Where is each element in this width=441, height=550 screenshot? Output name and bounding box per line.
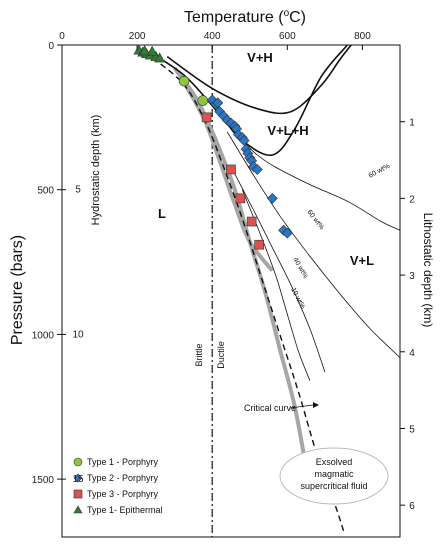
- region-vlh: V+L+H: [267, 123, 308, 138]
- legend: Type 1 - Porphyry Type 2 - Porphyry Type…: [73, 457, 163, 515]
- ductile-label: Ductile: [216, 341, 226, 369]
- vh-boundary-curve: [166, 44, 352, 115]
- point-type-2-porphyry-11: [238, 135, 250, 146]
- plot-frame: [61, 44, 401, 538]
- plot-content: [133, 44, 401, 537]
- lithostatic-axis-title: Lithostatic depth (km): [421, 213, 435, 328]
- legend-marker-type2-porphyry: [73, 473, 83, 483]
- bubble-line-3: supercritical fluid: [300, 481, 367, 491]
- x-tick-label-400: 400: [204, 31, 221, 42]
- critical-curve-pointer: [289, 404, 314, 409]
- x-tick-label-600: 600: [279, 31, 296, 42]
- region-vh: V+H: [247, 50, 273, 65]
- point-type-3-porphyry-2: [235, 193, 246, 204]
- y-axis-title: Pressure (bars): [9, 235, 26, 345]
- x-tick-label-200: 200: [129, 31, 146, 42]
- legend-marker-type1-porphyry: [73, 457, 83, 467]
- legend-marker-type1-epithermal: [73, 505, 83, 514]
- y-tick-label-500: 500: [37, 186, 54, 197]
- isopleth-label-10: 10 wt%: [289, 287, 306, 311]
- x-tick-label-0: 0: [59, 31, 65, 42]
- critical-curve-label: Critical curve: [244, 403, 296, 413]
- litho-tick-label-6: 6: [409, 501, 415, 512]
- isopleth-60b: [226, 131, 401, 358]
- legend-label-type3-porphyry: Type 3 - Porphyry: [87, 489, 159, 499]
- point-type-2-porphyry-18: [266, 192, 278, 204]
- point-type-1-epithermal-6: [146, 45, 158, 56]
- hydro-tick-label-10: 10: [72, 329, 84, 340]
- point-type-3-porphyry-0: [201, 112, 212, 123]
- y-tick-label-1500: 1500: [32, 475, 55, 486]
- point-type-3-porphyry-3: [246, 216, 257, 227]
- litho-tick-label-5: 5: [409, 424, 415, 435]
- legend-marker-type3-porphyry: [73, 489, 83, 499]
- isopleth-10: [241, 189, 311, 381]
- point-type-3-porphyry-1: [226, 164, 236, 175]
- isopleth-60a: [219, 114, 401, 231]
- y-tick-label-1000: 1000: [32, 330, 55, 341]
- point-type-1-epithermal-7: [139, 45, 151, 56]
- hydro-tick-label-5: 5: [75, 185, 81, 196]
- litho-tick-label-4: 4: [409, 348, 415, 359]
- brittle-label: Brittle: [194, 343, 204, 366]
- x-tick-label-800: 800: [354, 31, 371, 42]
- bubble-line-2: magmatic: [314, 469, 354, 479]
- point-type-2-porphyry-17: [251, 164, 263, 175]
- point-type-1-epithermal-5: [154, 52, 166, 63]
- isopleth-label-60b: 60 wt%: [305, 209, 325, 231]
- exsolved-fluid-bubble: [279, 447, 389, 505]
- hydro-tick-label-15: 15: [72, 474, 84, 485]
- isopleth-label-60a: 60 wt%: [368, 163, 392, 180]
- y-tick-label-0: 0: [48, 41, 54, 52]
- bubble-line-1: Exsolved: [316, 457, 353, 467]
- x-axis-title: Temperature (oC): [184, 8, 306, 26]
- point-type-3-porphyry-4: [254, 239, 264, 250]
- critical-curve-arrowhead: [313, 402, 319, 408]
- legend-label-type1-porphyry: Type 1 - Porphyry: [87, 457, 159, 467]
- litho-tick-label-3: 3: [409, 271, 415, 282]
- isopleth-label-40: 40 wt%: [291, 257, 309, 280]
- litho-tick-label-1: 1: [409, 118, 415, 129]
- legend-label-type1-epithermal: Type 1- Epithermal: [87, 505, 163, 515]
- legend-label-type2-porphyry: Type 2 - Porphyry: [87, 473, 159, 483]
- point-type-1-porphyry-1: [197, 95, 209, 106]
- point-type-2-porphyry-2: [212, 97, 224, 109]
- region-vl: V+L: [350, 253, 374, 268]
- hydrostatic-axis-title: Hydrostatic depth (km): [90, 115, 102, 226]
- isopleth-40: [230, 166, 326, 373]
- point-type-2-porphyry-20: [281, 227, 293, 239]
- litho-tick-label-2: 2: [409, 194, 415, 205]
- region-l: L: [158, 206, 166, 221]
- point-type-1-porphyry-0: [178, 75, 190, 87]
